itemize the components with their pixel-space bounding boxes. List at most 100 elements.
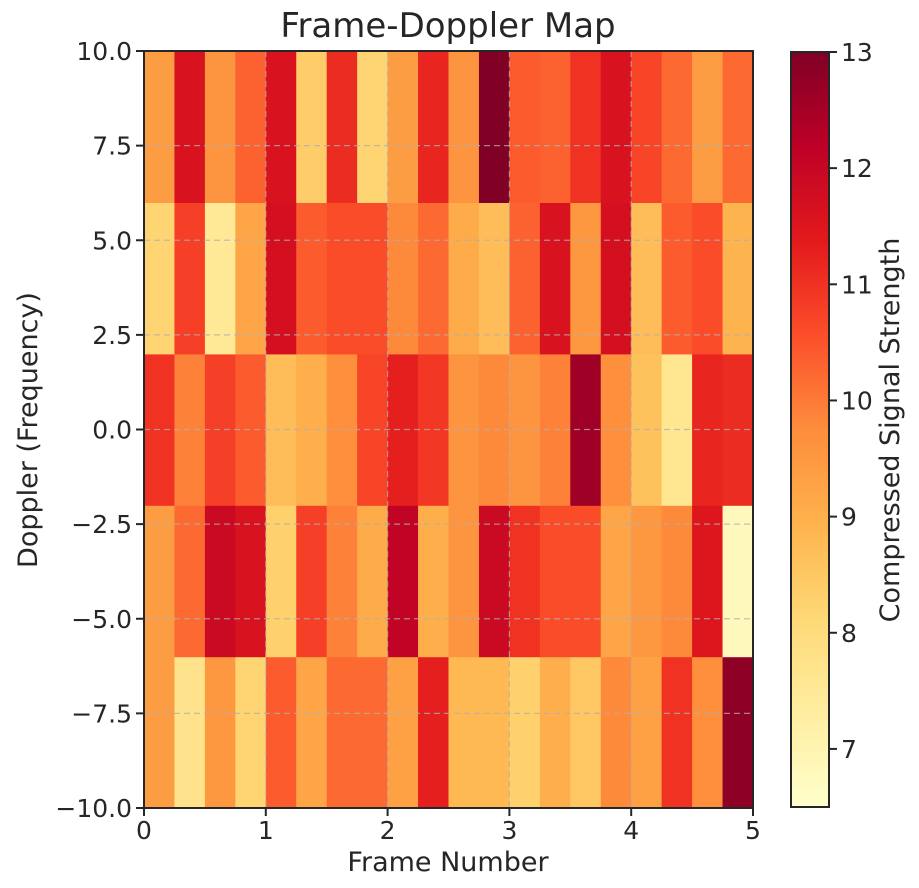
heatmap-cell: [570, 505, 602, 658]
x-tick-label: 3: [501, 816, 517, 845]
y-axis-label: Doppler (Frequency): [13, 292, 44, 568]
heatmap-cell: [631, 656, 663, 809]
heatmap-cell: [539, 202, 571, 355]
heatmap-cell: [509, 51, 541, 203]
heatmap-cell: [265, 51, 297, 203]
heatmap-cell: [478, 505, 510, 658]
x-tick-label: 4: [623, 816, 639, 845]
heatmap-cell: [448, 202, 480, 355]
heatmap-cell: [692, 656, 724, 809]
heatmap-cell: [600, 656, 632, 809]
heatmap-cell: [204, 505, 236, 658]
x-tick-label: 5: [745, 816, 761, 845]
heatmap-cell: [478, 656, 510, 809]
colorbar-tick-label: 12: [841, 154, 873, 183]
heatmap-cell: [448, 505, 480, 658]
heatmap-cell: [631, 51, 663, 203]
heatmap-cell: [235, 505, 267, 658]
colorbar: [790, 51, 830, 808]
heatmap-cell: [326, 202, 358, 355]
heatmap-cell: [418, 202, 450, 355]
heatmap-cell: [509, 505, 541, 658]
chart-title: Frame-Doppler Map: [280, 6, 615, 46]
x-axis-label: Frame Number: [347, 847, 549, 878]
heatmap-cell: [722, 656, 754, 809]
heatmap-cell: [570, 51, 602, 203]
heatmap-cell: [265, 202, 297, 355]
heatmap-cell: [661, 656, 693, 809]
heatmap-cell: [357, 505, 389, 658]
colorbar-tick-label: 10: [841, 386, 873, 415]
heatmap-cell: [661, 202, 693, 355]
heatmap-cell: [600, 51, 632, 203]
y-tick-label: 0.0: [92, 416, 132, 445]
heatmap-cell: [204, 51, 236, 203]
heatmap-cell: [265, 656, 297, 809]
y-tick-label: −10.0: [55, 794, 132, 823]
heatmap-cell: [174, 51, 206, 203]
heatmap-cell: [722, 202, 754, 355]
heatmap-cell: [539, 656, 571, 809]
heatmap-cell: [692, 202, 724, 355]
colorbar-ticks: 7 8 9 10 11 12 13: [829, 38, 873, 764]
heatmap-cell: [387, 353, 419, 506]
heatmap-cell: [600, 202, 632, 355]
heatmap-cell: [144, 202, 176, 355]
heatmap-cell: [296, 656, 328, 809]
heatmap-cell: [144, 505, 176, 658]
colorbar-tick-label: 13: [841, 38, 873, 67]
heatmap-cell: [661, 51, 693, 203]
heatmap-cell: [174, 202, 206, 355]
heatmap-cell: [326, 656, 358, 809]
heatmap-cell: [387, 505, 419, 658]
heatmap-cell: [235, 51, 267, 203]
heatmap-cell: [174, 656, 206, 809]
heatmap-cell: [478, 51, 510, 203]
heatmap-cell: [265, 505, 297, 658]
heatmap-cell: [204, 202, 236, 355]
heatmap-cell: [418, 353, 450, 506]
x-axis-ticks: 0 1 2 3 4 5: [136, 808, 761, 845]
heatmap-cell: [144, 51, 176, 203]
y-tick-label: −2.5: [71, 510, 132, 539]
heatmap-cell: [692, 51, 724, 203]
x-tick-label: 2: [380, 816, 396, 845]
heatmap-cell: [326, 51, 358, 203]
y-tick-label: 5.0: [92, 226, 132, 255]
heatmap-cell: [357, 202, 389, 355]
heatmap-cell: [235, 202, 267, 355]
heatmap-cell: [296, 505, 328, 658]
colorbar-label: Compressed Signal Strength: [875, 238, 906, 623]
heatmap-cell: [326, 505, 358, 658]
colorbar-tick-label: 8: [841, 619, 857, 648]
heatmap-cell: [357, 656, 389, 809]
heatmap-cell: [661, 505, 693, 658]
heatmap-cell: [539, 51, 571, 203]
x-tick-label: 1: [258, 816, 274, 845]
heatmap-cell: [265, 353, 297, 506]
y-tick-label: 7.5: [92, 132, 132, 161]
heatmap-cell: [296, 353, 328, 506]
heatmap-cell: [387, 51, 419, 203]
heatmap-cell: [722, 505, 754, 658]
heatmap-cell: [448, 51, 480, 203]
heatmap-cell: [174, 505, 206, 658]
heatmap-cell: [204, 353, 236, 506]
y-tick-label: −7.5: [71, 699, 132, 728]
y-tick-label: −5.0: [71, 605, 132, 634]
heatmap-cell: [722, 51, 754, 203]
colorbar-tick-label: 7: [841, 735, 857, 764]
x-tick-label: 0: [136, 816, 152, 845]
heatmap-cell: [448, 656, 480, 809]
heatmap-cell: [387, 656, 419, 809]
heatmap-cell: [692, 505, 724, 658]
heatmap-cell: [387, 202, 419, 355]
heatmap-cell: [539, 505, 571, 658]
heatmap-cell: [144, 656, 176, 809]
colorbar-tick-label: 11: [841, 270, 873, 299]
heatmap-cell: [418, 505, 450, 658]
heatmap-cell: [326, 353, 358, 506]
heatmap-cell: [631, 505, 663, 658]
